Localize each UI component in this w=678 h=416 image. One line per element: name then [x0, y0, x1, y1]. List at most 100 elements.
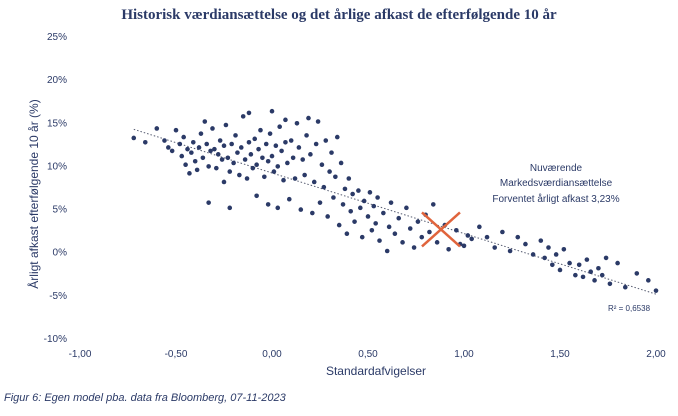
data-point [427, 229, 432, 235]
data-point [269, 153, 275, 159]
data-point [292, 176, 298, 181]
data-point [375, 195, 380, 200]
data-point [279, 148, 284, 154]
data-point [377, 238, 382, 243]
data-point [196, 145, 202, 150]
y-tick-label: 5% [53, 205, 68, 216]
data-point [342, 186, 348, 192]
trendline [133, 128, 657, 295]
data-point [411, 245, 417, 250]
x-tick-label: 1,00 [454, 349, 474, 360]
data-point [283, 139, 288, 145]
data-point [434, 240, 440, 245]
data-point [344, 231, 350, 237]
x-tick-label: -1,00 [69, 349, 92, 360]
scatter-plot: -10% -5% 0% 5% 10% 15% 20% 25% -1,00 -0,50 0,00 0,5… [26, 32, 666, 378]
data-point [202, 119, 208, 124]
data-point [304, 133, 309, 138]
data-point [596, 265, 601, 271]
data-point [317, 200, 323, 205]
data-point [319, 162, 325, 168]
data-point [588, 269, 594, 274]
data-point [446, 246, 451, 252]
data-point [233, 133, 238, 138]
data-point [348, 208, 354, 214]
chart-title: Historisk værdiansættelse og det årlige … [121, 7, 557, 23]
data-point [288, 138, 294, 143]
data-point [242, 157, 248, 162]
data-point [352, 219, 357, 224]
data-point [308, 152, 313, 157]
data-point [346, 176, 352, 181]
x-tick-label: 2,00 [646, 349, 666, 360]
x-tick-label: 0,00 [262, 349, 282, 360]
data-point [477, 224, 482, 230]
y-tick-label: 15% [47, 118, 67, 129]
data-point [173, 127, 179, 133]
annotation-line: Forventet årligt afkast 3,23% [492, 193, 619, 205]
data-point [210, 126, 215, 131]
data-point [358, 205, 363, 211]
r-squared-label: R² = 0,6538 [608, 304, 651, 313]
data-point [271, 169, 277, 174]
data-point [331, 195, 336, 200]
data-point [296, 145, 302, 150]
data-point [327, 169, 332, 174]
data-point [561, 246, 567, 252]
data-point [166, 145, 171, 150]
data-point [310, 210, 315, 216]
data-point [227, 169, 233, 174]
data-point [252, 136, 258, 142]
data-point [298, 207, 304, 212]
data-point [181, 134, 186, 140]
y-tick-label: 10% [47, 161, 67, 172]
data-point [430, 202, 436, 207]
data-point [277, 124, 282, 130]
data-point [217, 138, 223, 143]
data-point [254, 162, 259, 168]
data-point [336, 222, 342, 228]
data-point [557, 267, 563, 273]
data-point [367, 190, 373, 195]
data-point [356, 188, 361, 193]
data-point [281, 177, 286, 183]
data-point [350, 191, 355, 197]
data-point [567, 260, 572, 266]
data-point [338, 160, 344, 166]
data-point [311, 179, 317, 185]
y-tick-label: -5% [49, 291, 67, 302]
current-marker-stroke [421, 211, 461, 248]
data-point [283, 117, 288, 123]
data-point [313, 141, 319, 147]
data-point [334, 134, 340, 140]
data-point [538, 238, 544, 243]
x-axis-label: Standardafvigelser [326, 364, 426, 378]
data-point [484, 234, 490, 240]
data-point [388, 200, 394, 205]
data-point [302, 172, 307, 178]
data-point [507, 248, 513, 254]
data-point [267, 131, 273, 136]
data-point [260, 155, 265, 161]
data-point [273, 143, 279, 149]
x-tick-label: 0,50 [358, 349, 378, 360]
data-point [169, 148, 175, 154]
data-point [214, 165, 219, 171]
data-point [194, 167, 200, 173]
data-point [221, 179, 227, 185]
data-point [275, 205, 281, 211]
data-point [294, 120, 300, 126]
data-point [386, 224, 392, 230]
data-point [256, 146, 261, 152]
data-point [206, 200, 211, 205]
annotation-line: Nuværende [530, 163, 583, 174]
data-point [131, 135, 137, 141]
data-point [269, 108, 275, 114]
data-point [177, 141, 183, 147]
data-point [492, 245, 498, 250]
data-point [162, 138, 167, 143]
y-tick-label: 25% [47, 32, 67, 43]
data-point [530, 252, 536, 257]
data-point [592, 278, 597, 283]
data-point [290, 155, 296, 161]
